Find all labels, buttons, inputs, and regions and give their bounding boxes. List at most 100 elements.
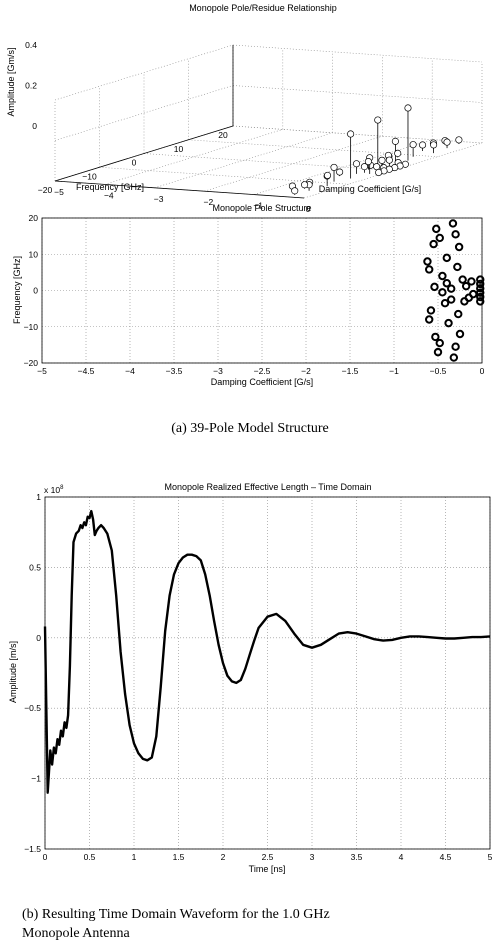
tick3d-x: 0: [306, 204, 311, 214]
chart-3d-grid: [54, 44, 483, 199]
pole-point: [423, 257, 432, 266]
chart-pole-ylabel: Frequency [GHz]: [12, 256, 22, 324]
tick-time-x: 4: [399, 852, 404, 862]
pole-point: [442, 253, 451, 263]
pole-point: [453, 262, 462, 272]
pole-point: [476, 297, 485, 306]
point3d: [347, 130, 355, 138]
grid3d-side-z: [232, 85, 483, 103]
tick-pole-x: −4.5: [78, 366, 95, 376]
pole-point: [476, 284, 485, 293]
point3d: [430, 141, 438, 149]
tick-time-x: 1.5: [173, 852, 185, 862]
point3d: [291, 187, 299, 195]
tick-time-x: 3.5: [351, 852, 363, 862]
chart-time-ticks: 0 0.5 1 1.5 2 2.5 3 3.5 4 4.5 5 −1.5 −1 −0.5 0 0.5 1: [24, 492, 492, 862]
tick3d-y: 10: [174, 144, 184, 154]
point3d: [455, 136, 463, 144]
tick-pole-x: 0: [480, 366, 485, 376]
tick-pole-x: −3: [213, 366, 223, 376]
point3d: [419, 141, 427, 149]
chart-pole-points: [423, 219, 485, 362]
pole-point: [433, 347, 443, 357]
chart-3d-points: [288, 104, 463, 195]
chart-pole-title: Monopole Pole Structure: [212, 203, 311, 213]
tick3d-z: 0.4: [25, 40, 37, 50]
tick-pole-y: 20: [29, 213, 39, 223]
chart-time-domain: Monopole Realized Effective Length – Tim…: [8, 482, 493, 874]
chart-3d-zlabel: Amplitude [Gm/s]: [6, 47, 16, 116]
tick-pole-y: −10: [24, 322, 39, 332]
axis3d-x: [54, 180, 305, 199]
pole-point: [438, 288, 447, 297]
point3d: [373, 163, 381, 171]
pole-point: [432, 224, 441, 234]
pole-point: [438, 271, 447, 281]
tick3d-x: −5: [54, 187, 64, 197]
caption-b-line1: (b) Resulting Time Domain Waveform for t…: [22, 907, 330, 922]
pole-point: [455, 329, 465, 339]
pole-point: [458, 275, 467, 284]
pole-point: [435, 233, 444, 243]
point3d: [360, 163, 368, 171]
pole-point: [476, 275, 485, 284]
chart-pole-grid: [41, 217, 483, 364]
tick-pole-x: −4: [125, 366, 135, 376]
grid3d-side-z: [232, 125, 483, 144]
chart-3d-axes: [54, 45, 305, 199]
pole-point: [469, 289, 478, 299]
pole-point: [447, 284, 456, 293]
pole-point: [448, 219, 458, 228]
grid3d-floor-x: [104, 129, 283, 185]
pole-point: [425, 315, 434, 324]
tick3d-y: −20: [38, 185, 53, 195]
tick-time-x: 2.5: [262, 852, 274, 862]
pole-point: [476, 292, 485, 302]
point3d: [409, 141, 417, 149]
tick-time-y: 0.5: [29, 562, 41, 572]
tick3d-x: −4: [104, 190, 114, 200]
chart-pole-xlabel: Damping Coefficient [G/s]: [211, 377, 313, 387]
chart-time-title: Monopole Realized Effective Length – Tim…: [165, 482, 372, 492]
tick-time-x: 1: [132, 852, 137, 862]
pole-point: [442, 279, 451, 288]
chart-time-ylabel: Amplitude [m/s]: [8, 641, 18, 703]
chart-3d-xlabel: Damping Coefficient [G/s]: [319, 184, 421, 194]
tick-time-y: −1: [31, 774, 41, 784]
point3d: [330, 163, 338, 171]
point3d: [323, 171, 332, 179]
tick-pole-y: 0: [33, 286, 38, 296]
point3d: [375, 168, 383, 177]
caption-b-line2: Monopole Antenna: [22, 926, 130, 941]
pole-point: [476, 288, 485, 297]
point3d: [301, 181, 309, 189]
tick-pole-x: −1: [389, 366, 399, 376]
tick-time-y: 1: [36, 492, 41, 502]
chart-pole-frame: [41, 217, 483, 364]
chart-time-frame: [44, 496, 491, 850]
pole-point: [431, 332, 440, 342]
tick-pole-x: −1.5: [342, 366, 359, 376]
tick3d-x: −3: [154, 194, 164, 204]
point3d: [443, 138, 451, 146]
tick-pole-x: −0.5: [430, 366, 447, 376]
tick-pole-x: −2: [301, 366, 311, 376]
grid3d-floor-y: [143, 153, 394, 171]
caption-a: (a) 39-Pole Model Structure: [171, 421, 328, 436]
pole-point: [426, 306, 436, 315]
chart-pole-structure: Monopole Pole Structure −5 −4.5 −4 −3.5 −3 −2…: [12, 203, 485, 387]
pole-point: [449, 353, 459, 362]
pole-point: [425, 265, 434, 274]
chart-time-series-line: [43, 509, 491, 794]
pole-point: [451, 342, 460, 351]
tick3d-z: 0.2: [25, 81, 37, 91]
pole-point: [430, 282, 439, 292]
tick-time-x: 3: [310, 852, 315, 862]
grid3d-wall-z: [54, 44, 234, 101]
tick3d-y: 0: [132, 158, 137, 168]
chart-3d-pole-residue: Monopole Pole/Residue Relationship −5 −4−…: [6, 3, 483, 214]
tick3d-x: −2: [204, 197, 214, 207]
pole-point: [444, 318, 453, 328]
pole-point: [467, 277, 476, 286]
